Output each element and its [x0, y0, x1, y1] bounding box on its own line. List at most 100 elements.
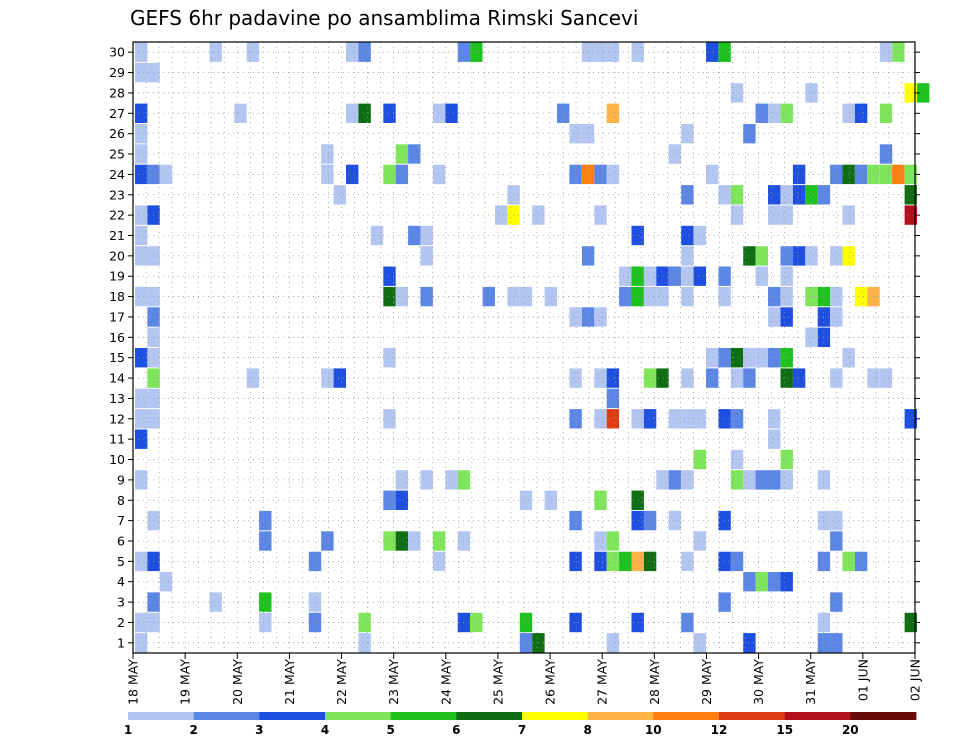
- heatmap-cell: [308, 612, 322, 633]
- heatmap-cell: [768, 307, 781, 327]
- heatmap-cell: [681, 225, 694, 246]
- legend-label: 5: [387, 723, 395, 737]
- heatmap-cell: [718, 592, 731, 612]
- heatmap-cell: [135, 470, 148, 490]
- heatmap-cell: [755, 266, 768, 286]
- heatmap-cell: [445, 103, 458, 123]
- heatmap-cell: [259, 510, 272, 531]
- heatmap-cell: [619, 551, 632, 572]
- color-legend: 1 2 3 4 5 6 7 8 10 12 15 20: [124, 712, 917, 737]
- y-tick-label: 12: [109, 411, 125, 426]
- heatmap-cell: [432, 551, 446, 572]
- heatmap-cell: [395, 531, 409, 551]
- heatmap-cell: [730, 449, 744, 470]
- heatmap-cell: [420, 286, 433, 307]
- heatmap-cell: [631, 612, 644, 633]
- y-tick-label: 22: [109, 208, 125, 223]
- heatmap-cell: [569, 368, 582, 388]
- heatmap-cell: [383, 103, 396, 123]
- heatmap-cell: [668, 470, 682, 490]
- heatmap-cell: [519, 490, 533, 510]
- heatmap-cell: [519, 612, 533, 633]
- legend-label: 20: [842, 723, 859, 737]
- legend-label: 2: [190, 723, 198, 737]
- grid-lines: [132, 42, 916, 653]
- heatmap-cell: [805, 185, 818, 205]
- x-tick-label: 31 MAY: [803, 659, 818, 705]
- heatmap-cell: [395, 164, 409, 185]
- heatmap-cell: [755, 470, 768, 490]
- legend-label: 6: [452, 723, 460, 737]
- heatmap-cell: [904, 409, 917, 429]
- heatmap-cell: [830, 286, 843, 307]
- heatmap-cell: [730, 83, 744, 103]
- heatmap-cell: [681, 124, 694, 144]
- y-tick-label: 27: [109, 106, 125, 121]
- heatmap-cell: [631, 409, 644, 429]
- heatmap-cell: [408, 144, 421, 164]
- heatmap-cell: [135, 551, 148, 572]
- heatmap-cell: [792, 185, 806, 205]
- heatmap-cell: [135, 286, 148, 307]
- heatmap-cell: [383, 164, 396, 185]
- y-tick-label: 11: [109, 432, 125, 447]
- legend-label: 15: [776, 723, 793, 737]
- heatmap-cell: [606, 633, 620, 653]
- heatmap-cell: [135, 42, 148, 62]
- y-tick-label: 3: [117, 595, 125, 610]
- heatmap-cell: [730, 409, 744, 429]
- heatmap-cell: [718, 286, 731, 307]
- heatmap-cell: [780, 185, 793, 205]
- heatmap-cell: [420, 246, 433, 266]
- heatmap-cell: [780, 449, 793, 470]
- heatmap-cell: [904, 83, 917, 103]
- heatmap-cell: [718, 551, 731, 572]
- heatmap-cell: [681, 185, 694, 205]
- heatmap-cell: [606, 368, 620, 388]
- heatmap-cell: [569, 510, 582, 531]
- x-tick-label: 24 MAY: [438, 659, 453, 705]
- heatmap-cell: [780, 246, 793, 266]
- heatmap-cell: [135, 348, 148, 368]
- heatmap-cell: [780, 470, 793, 490]
- y-tick-label: 15: [109, 350, 125, 365]
- heatmap-cell: [346, 164, 359, 185]
- heatmap-cell: [234, 103, 247, 123]
- x-tick-label: 20 MAY: [230, 659, 245, 705]
- heatmap-cell: [879, 164, 893, 185]
- heatmap-cell: [408, 531, 421, 551]
- heatmap-cell: [681, 470, 694, 490]
- x-tick-label: 23 MAY: [386, 659, 401, 705]
- y-tick-label: 25: [109, 147, 125, 162]
- y-tick-label: 4: [117, 574, 125, 589]
- legend-swatch: [522, 712, 589, 720]
- heatmap-cell: [656, 470, 669, 490]
- y-tick-label: 28: [109, 85, 125, 100]
- heatmap-cell: [768, 286, 781, 307]
- heatmap-cell: [879, 42, 893, 62]
- x-tick-label: 26 MAY: [543, 659, 558, 705]
- x-tick-label: 19 MAY: [178, 659, 193, 705]
- y-tick-label: 18: [109, 289, 125, 304]
- heatmap-cell: [346, 103, 359, 123]
- legend-swatch: [653, 712, 720, 720]
- y-tick-label: 9: [117, 472, 125, 487]
- heatmap-cell: [656, 368, 669, 388]
- heatmap-cell: [569, 612, 582, 633]
- heatmap-cell: [780, 205, 793, 225]
- heatmap-cell: [333, 368, 346, 388]
- heatmap-cell: [631, 490, 644, 510]
- heatmap-cell: [693, 531, 706, 551]
- y-tick-label: 17: [109, 309, 125, 324]
- y-tick-label: 8: [117, 493, 125, 508]
- heatmap-cell: [693, 449, 706, 470]
- heatmap-cell: [519, 286, 533, 307]
- heatmap-cell: [308, 592, 322, 612]
- heatmap-cell: [631, 225, 644, 246]
- heatmap-cell: [631, 42, 644, 62]
- legend-label: 7: [518, 723, 526, 737]
- heatmap-cell: [693, 633, 706, 653]
- heatmap-cell: [668, 144, 682, 164]
- heatmap-cell: [854, 286, 868, 307]
- y-tick-label: 29: [109, 65, 125, 80]
